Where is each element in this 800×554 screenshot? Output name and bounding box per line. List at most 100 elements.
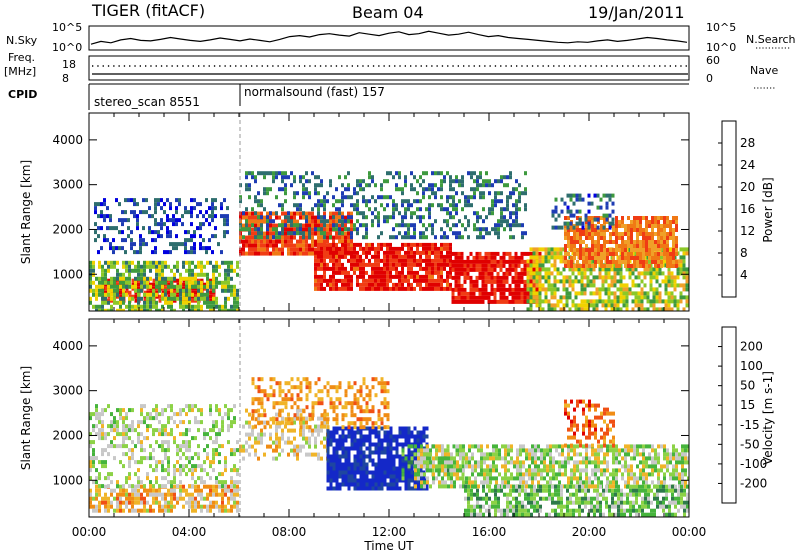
heatmap-cell — [652, 295, 656, 300]
heatmap-cell — [338, 199, 341, 204]
heatmap-cell — [338, 446, 342, 451]
power-x-ticks — [88, 113, 690, 311]
heatmap-cell — [392, 227, 395, 232]
heatmap-cell — [584, 213, 588, 218]
heatmap-cell — [338, 278, 341, 283]
heatmap-cell — [505, 259, 509, 264]
heatmap-cell — [131, 452, 134, 457]
heatmap-cell — [161, 508, 164, 513]
heatmap-cell — [245, 215, 248, 220]
heatmap-cell — [500, 199, 503, 204]
heatmap-cell — [221, 424, 224, 429]
heatmap-cell — [440, 278, 443, 283]
heatmap-cell — [191, 298, 195, 303]
heatmap-cell — [506, 219, 509, 224]
heatmap-cell — [594, 252, 597, 256]
heatmap-cell — [482, 207, 485, 212]
heatmap-cell — [188, 276, 191, 281]
heatmap-cell — [451, 267, 455, 272]
heatmap-cell — [550, 247, 554, 252]
heatmap-cell — [128, 272, 131, 277]
heatmap-cell — [648, 244, 651, 248]
heatmap-cell — [221, 492, 224, 497]
heatmap-cell — [371, 482, 375, 487]
heatmap-cell — [148, 214, 151, 219]
heatmap-cell — [236, 272, 239, 277]
heatmap-cell — [113, 488, 116, 493]
heatmap-cell — [612, 228, 615, 232]
heatmap-cell — [107, 288, 110, 293]
heatmap-cell — [125, 264, 128, 269]
heatmap-cell — [428, 262, 431, 267]
heatmap-cell — [383, 258, 386, 263]
heatmap-cell — [454, 283, 458, 288]
heatmap-cell — [203, 264, 206, 269]
heatmap-cell — [293, 203, 296, 208]
heatmap-cell — [323, 231, 326, 236]
heatmap-cell — [377, 442, 381, 447]
heatmap-cell — [227, 280, 230, 285]
heatmap-cell — [191, 292, 194, 297]
heatmap-cell — [496, 287, 500, 292]
heatmap-cell — [520, 295, 524, 300]
heatmap-cell — [230, 488, 233, 493]
heatmap-cell — [616, 307, 620, 311]
heatmap-cell — [344, 243, 347, 248]
heatmap-cell — [98, 500, 101, 505]
heatmap-cell — [547, 259, 551, 264]
heatmap-cell — [251, 219, 254, 224]
heatmap-cell — [125, 290, 129, 295]
heatmap-cell — [377, 450, 381, 455]
heatmap-cell — [604, 307, 608, 311]
heatmap-cell — [666, 216, 669, 220]
heatmap-cell — [152, 304, 155, 309]
heatmap-cell — [305, 420, 308, 425]
heatmap-cell — [479, 183, 482, 188]
heatmap-cell — [575, 221, 579, 226]
heatmap-cell — [347, 227, 350, 232]
heatmap-cell — [223, 234, 226, 239]
heatmap-cell — [642, 244, 645, 248]
heatmap-cell — [505, 299, 509, 304]
heatmap-cell — [185, 428, 188, 433]
heatmap-cell — [410, 183, 413, 188]
heatmap-cell — [335, 430, 339, 435]
heatmap-cell — [182, 408, 185, 413]
heatmap-cell — [514, 259, 518, 264]
heatmap-cell — [197, 420, 200, 425]
heatmap-cell — [308, 251, 311, 256]
heatmap-cell — [181, 214, 184, 219]
y-tick-label: 2000 — [52, 222, 83, 236]
heatmap-cell — [152, 432, 155, 437]
heatmap-cell — [242, 239, 245, 244]
heatmap-cell — [257, 203, 260, 208]
heatmap-cell — [633, 256, 636, 260]
heatmap-cell — [275, 436, 278, 441]
heatmap-cell — [248, 239, 251, 244]
heatmap-cell — [579, 240, 582, 244]
heatmap-cell — [185, 296, 188, 301]
heatmap-cell — [329, 223, 332, 228]
heatmap-cell — [493, 263, 497, 268]
heatmap-cell — [416, 242, 419, 247]
heatmap-cell — [173, 496, 176, 501]
heatmap-cell — [107, 260, 110, 265]
heatmap-cell — [463, 279, 467, 284]
heatmap-cell — [517, 263, 521, 268]
heatmap-cell — [227, 408, 230, 413]
heatmap-cell — [479, 235, 482, 240]
heatmap-cell — [317, 424, 320, 429]
heatmap-cell — [550, 307, 554, 311]
heatmap-cell — [547, 255, 551, 260]
heatmap-cell — [428, 183, 431, 188]
heatmap-cell — [329, 454, 333, 459]
heatmap-cell — [205, 218, 208, 223]
heatmap-cell — [89, 296, 92, 301]
heatmap-cell — [601, 279, 605, 284]
heatmap-cell — [570, 260, 573, 264]
heatmap-cell — [506, 223, 509, 228]
heatmap-cell — [137, 420, 140, 425]
heatmap-cell — [365, 227, 368, 232]
heatmap-cell — [419, 266, 422, 271]
heatmap-cell — [636, 228, 639, 232]
